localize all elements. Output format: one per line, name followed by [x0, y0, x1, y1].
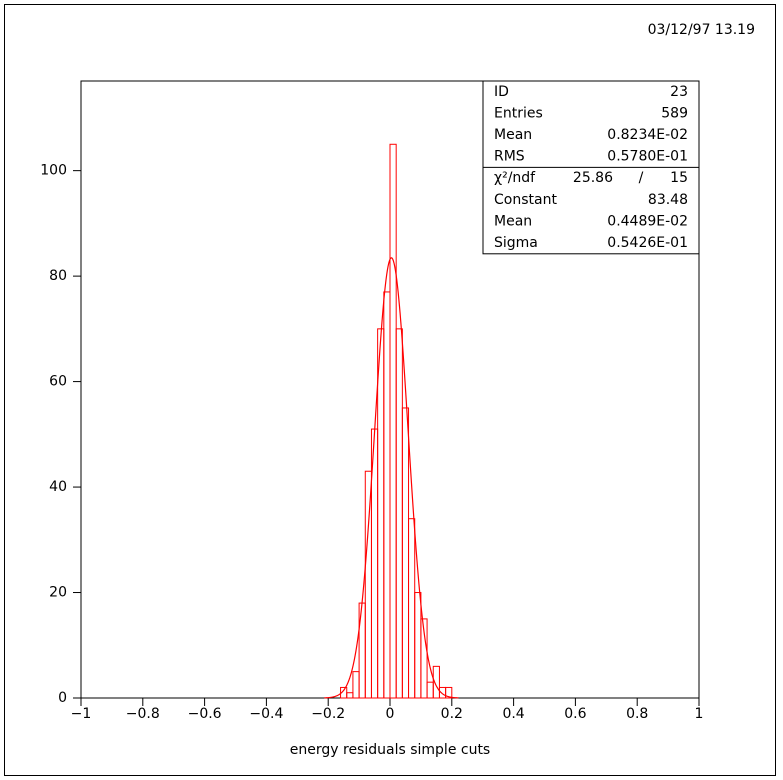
bar: [346, 692, 354, 699]
bar: [377, 328, 385, 699]
fit-param-name: Mean: [494, 213, 532, 229]
stats-name: Mean: [494, 127, 532, 143]
bar: [420, 618, 428, 699]
timestamp: 03/12/97 13.19: [648, 22, 755, 38]
stats-name: RMS: [494, 149, 525, 165]
bar: [438, 686, 447, 699]
bar: [401, 407, 410, 699]
x-tick-label: −0.6: [188, 706, 222, 722]
fit-chi2: 25.86: [573, 170, 613, 186]
fit-param-name: Sigma: [494, 235, 538, 251]
stats-name: Entries: [494, 105, 543, 121]
x-tick-label: −0.2: [311, 706, 345, 722]
bar: [426, 681, 434, 699]
x-tick-label: 0.4: [502, 706, 524, 722]
fit-ndf: 15: [670, 170, 688, 186]
x-tick-label: 0.6: [564, 706, 586, 722]
y-tick-label: 80: [49, 268, 67, 284]
y-tick-label: 100: [40, 163, 67, 179]
fit-param-value: 0.5426E-01: [607, 235, 688, 251]
x-tick-label: 0.8: [626, 706, 648, 722]
x-tick-label: 1: [695, 706, 704, 722]
x-tick-label: −0.8: [126, 706, 160, 722]
stats-value: 589: [661, 105, 688, 121]
bar: [352, 671, 360, 699]
y-tick-label: 0: [58, 690, 67, 706]
bar: [414, 592, 422, 699]
bar: [445, 686, 453, 699]
stats-value: 0.5780E-01: [607, 149, 688, 165]
fit-param-value: 0.4489E-02: [607, 213, 688, 229]
fit-param-value: 83.48: [648, 192, 688, 208]
bar: [389, 143, 397, 699]
bar: [408, 518, 416, 699]
x-axis-label: energy residuals simple cuts: [290, 742, 490, 758]
x-tick-label: 0.2: [441, 706, 463, 722]
x-tick-label: −1: [71, 706, 92, 722]
stats-name: ID: [494, 84, 509, 100]
stats-value: 23: [670, 84, 688, 100]
fit-chi2-name: χ²/ndf: [494, 170, 536, 186]
y-tick-label: 40: [49, 479, 67, 495]
fit-param-name: Constant: [494, 192, 557, 208]
fit-separator: /: [639, 170, 644, 186]
bar: [395, 328, 403, 699]
page-frame: [4, 4, 776, 776]
bar: [364, 470, 372, 699]
x-tick-label: 0: [386, 706, 395, 722]
stats-value: 0.8234E-02: [607, 127, 688, 143]
bar: [432, 665, 440, 699]
y-tick-label: 20: [49, 585, 67, 601]
y-tick-label: 60: [49, 374, 67, 390]
fit-curve: [324, 257, 459, 699]
x-tick-label: −0.4: [249, 706, 283, 722]
bar: [383, 291, 391, 699]
